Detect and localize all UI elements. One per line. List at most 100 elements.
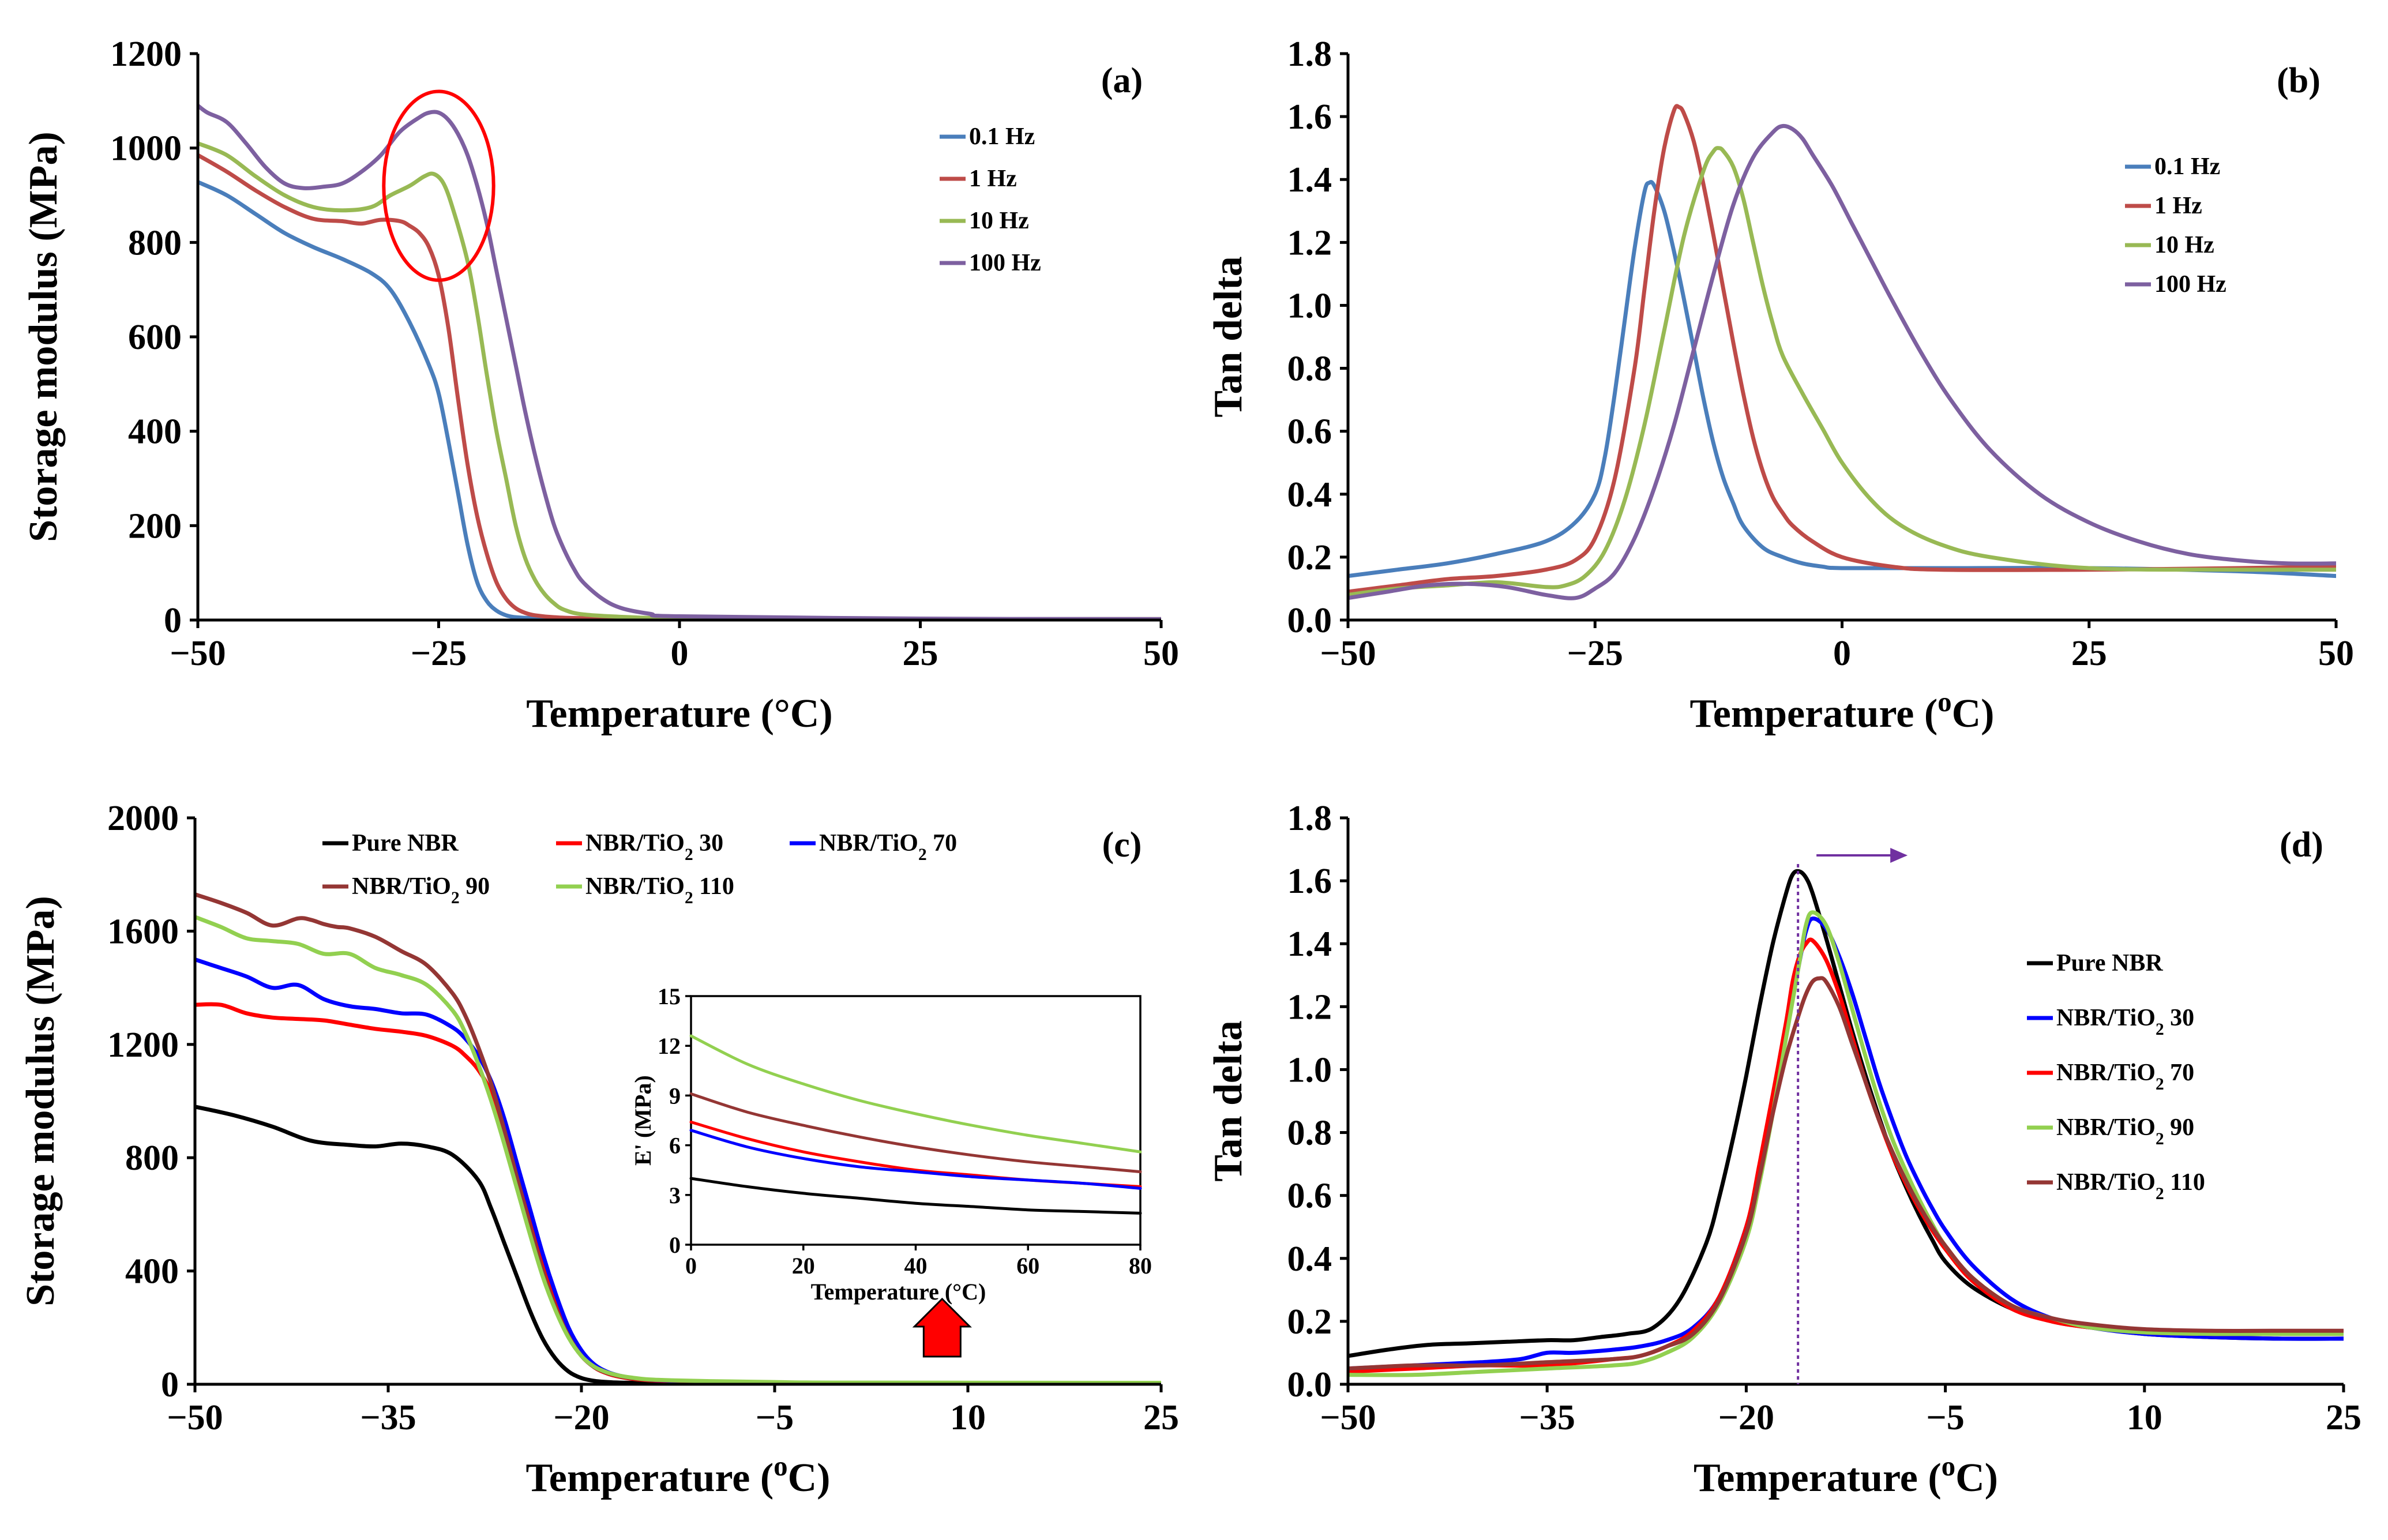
y-tick-label: 1200: [107, 1026, 179, 1065]
legend-label: Pure NBR: [2056, 950, 2163, 976]
panel-c: −50 −35 −20 −5 10 250400800120016002000Temper…: [18, 799, 1179, 1500]
panel-label: (d): [2280, 825, 2323, 865]
panel-b: −50 −25 0 25 50 0.0 0.2 0.4 0.6 0.8 1.0 1.2 1.4 1.6 1.…: [1206, 35, 2354, 736]
legend-label: 0.1 Hz: [2154, 153, 2220, 180]
label-tail: 110: [693, 873, 734, 900]
series-line-nbr-tio2-110: [195, 915, 1161, 1384]
inset-x-tick-label: 40: [904, 1253, 928, 1279]
inset-y-tick-label: 12: [658, 1033, 681, 1059]
inset-y-tick-label: 3: [669, 1182, 681, 1208]
label-main: Temperature (: [1689, 692, 1938, 736]
legend-label: NBR/TiO2 90: [352, 873, 490, 907]
label-main: NBR/TiO: [2056, 1114, 2156, 1141]
x-tick-label: −25: [1567, 634, 1623, 673]
y-tick-label: 1200: [110, 35, 182, 74]
y-tick-label: 0.4: [1287, 1239, 1332, 1279]
label-superscript: o: [774, 1450, 788, 1482]
label-main: Temperature (: [1694, 1456, 1942, 1500]
label-subscript: 2: [451, 889, 460, 907]
x-tick-label: 25: [2071, 634, 2107, 673]
label-tail: 70: [2164, 1060, 2195, 1086]
inset-series-line-pure-nbr: [689, 1177, 1142, 1215]
red-up-arrow-icon: [912, 1297, 972, 1358]
x-tick-label: −50: [1320, 1398, 1376, 1437]
y-tick-label: 0.0: [1287, 1365, 1332, 1404]
label-tail: C): [1952, 692, 1995, 736]
series-line-10-hz: [198, 141, 1161, 620]
panel-a: −50 −25 0 25 50 0 200 400 600 800 1000 1200 Temperat…: [21, 35, 1179, 736]
y-tick-label: 1000: [110, 129, 182, 168]
series-line-1-hz: [1348, 104, 2336, 594]
legend-label: 10 Hz: [2154, 232, 2214, 258]
panel-label: (b): [2277, 61, 2321, 100]
inset-chart: 0 20 40 60 80 0 3 6 9 12 15 Temperature (°C) E' (MPa…: [630, 983, 1152, 1305]
series-line-0-1-hz: [1348, 180, 2336, 579]
label-main: Temperature (: [525, 1456, 774, 1500]
x-tick-label: −5: [756, 1398, 794, 1437]
series-line-0-1-hz: [198, 180, 1161, 620]
series-line-nbr-tio2-110: [1348, 976, 2344, 1371]
x-tick-label: −5: [1926, 1398, 1964, 1437]
y-tick-label: 1.6: [1287, 97, 1332, 137]
label-main: Pure NBR: [352, 830, 459, 857]
y-tick-label: 1.0: [1287, 286, 1332, 325]
legend-label: NBR/TiO2 70: [2056, 1060, 2194, 1094]
panel-label: (a): [1101, 61, 1143, 100]
legend-label: 1 Hz: [2154, 193, 2202, 219]
y-axis-label: Storage modulus (MPa): [18, 896, 63, 1306]
y-tick-label: 0.6: [1287, 1177, 1332, 1216]
x-tick-label: −35: [1519, 1398, 1575, 1437]
legend-label: NBR/TiO2 30: [585, 830, 723, 864]
y-tick-label: 1.4: [1287, 160, 1332, 200]
label-tail: C): [788, 1456, 831, 1500]
label-tail: 90: [2164, 1114, 2195, 1141]
x-axis-label: Temperature (oC): [1689, 686, 1994, 737]
label-tail: 110: [2164, 1169, 2205, 1196]
legend-label: 0.1 Hz: [969, 123, 1035, 150]
y-tick-label: 0.0: [1287, 601, 1332, 640]
y-tick-label: 1.6: [1287, 862, 1332, 901]
inset-y-tick-label: 15: [658, 983, 681, 1009]
legend-label: 100 Hz: [969, 250, 1041, 276]
y-axis-label: Storage modulus (MPa): [21, 132, 66, 542]
y-axis-label: Tan delta: [1206, 1020, 1251, 1181]
inset-x-tick-label: 0: [685, 1253, 697, 1279]
legend: 0.1 Hz 1 Hz 10 Hz 100 Hz: [940, 123, 1041, 276]
y-tick-label: 800: [125, 1139, 179, 1178]
label-subscript: 2: [2156, 1185, 2164, 1203]
panel-label: (c): [1102, 825, 1142, 865]
x-tick-label: 25: [903, 634, 938, 673]
y-tick-label: 1.8: [1287, 35, 1332, 74]
y-tick-label: 2000: [107, 799, 179, 838]
series-group: [1348, 869, 2344, 1377]
legend-label: NBR/TiO2 110: [585, 873, 734, 907]
inset-x-tick-label: 20: [792, 1253, 815, 1279]
label-tail: 90: [460, 873, 490, 900]
label-main: Pure NBR: [2056, 950, 2163, 976]
y-tick-label: 0: [161, 1365, 179, 1404]
label-main: NBR/TiO: [585, 873, 685, 900]
x-axis-label: Temperature (oC): [525, 1450, 830, 1501]
y-tick-label: 0: [164, 601, 182, 640]
inset-x-tick-label: 80: [1129, 1253, 1152, 1279]
y-tick-label: 1.8: [1287, 799, 1332, 838]
x-tick-label: −35: [360, 1398, 416, 1437]
x-axis-label: Temperature (°C): [526, 692, 833, 736]
shift-arrow-icon: [1890, 848, 1908, 863]
y-tick-label: 800: [128, 223, 182, 262]
legend-label: 1 Hz: [969, 166, 1017, 192]
label-superscript: o: [1942, 1450, 1956, 1482]
x-tick-label: −20: [1718, 1398, 1774, 1437]
y-axis-label: Tan delta: [1206, 256, 1251, 417]
y-tick-label: 1.4: [1287, 925, 1332, 964]
x-tick-label: 0: [671, 634, 689, 673]
y-tick-label: 1.2: [1287, 223, 1332, 262]
x-tick-label: 10: [950, 1398, 986, 1437]
label-main: NBR/TiO: [352, 873, 451, 900]
inset-x-axis-label: Temperature (°C): [811, 1279, 986, 1305]
x-tick-label: 25: [1143, 1398, 1179, 1437]
x-tick-label: 25: [2326, 1398, 2361, 1437]
